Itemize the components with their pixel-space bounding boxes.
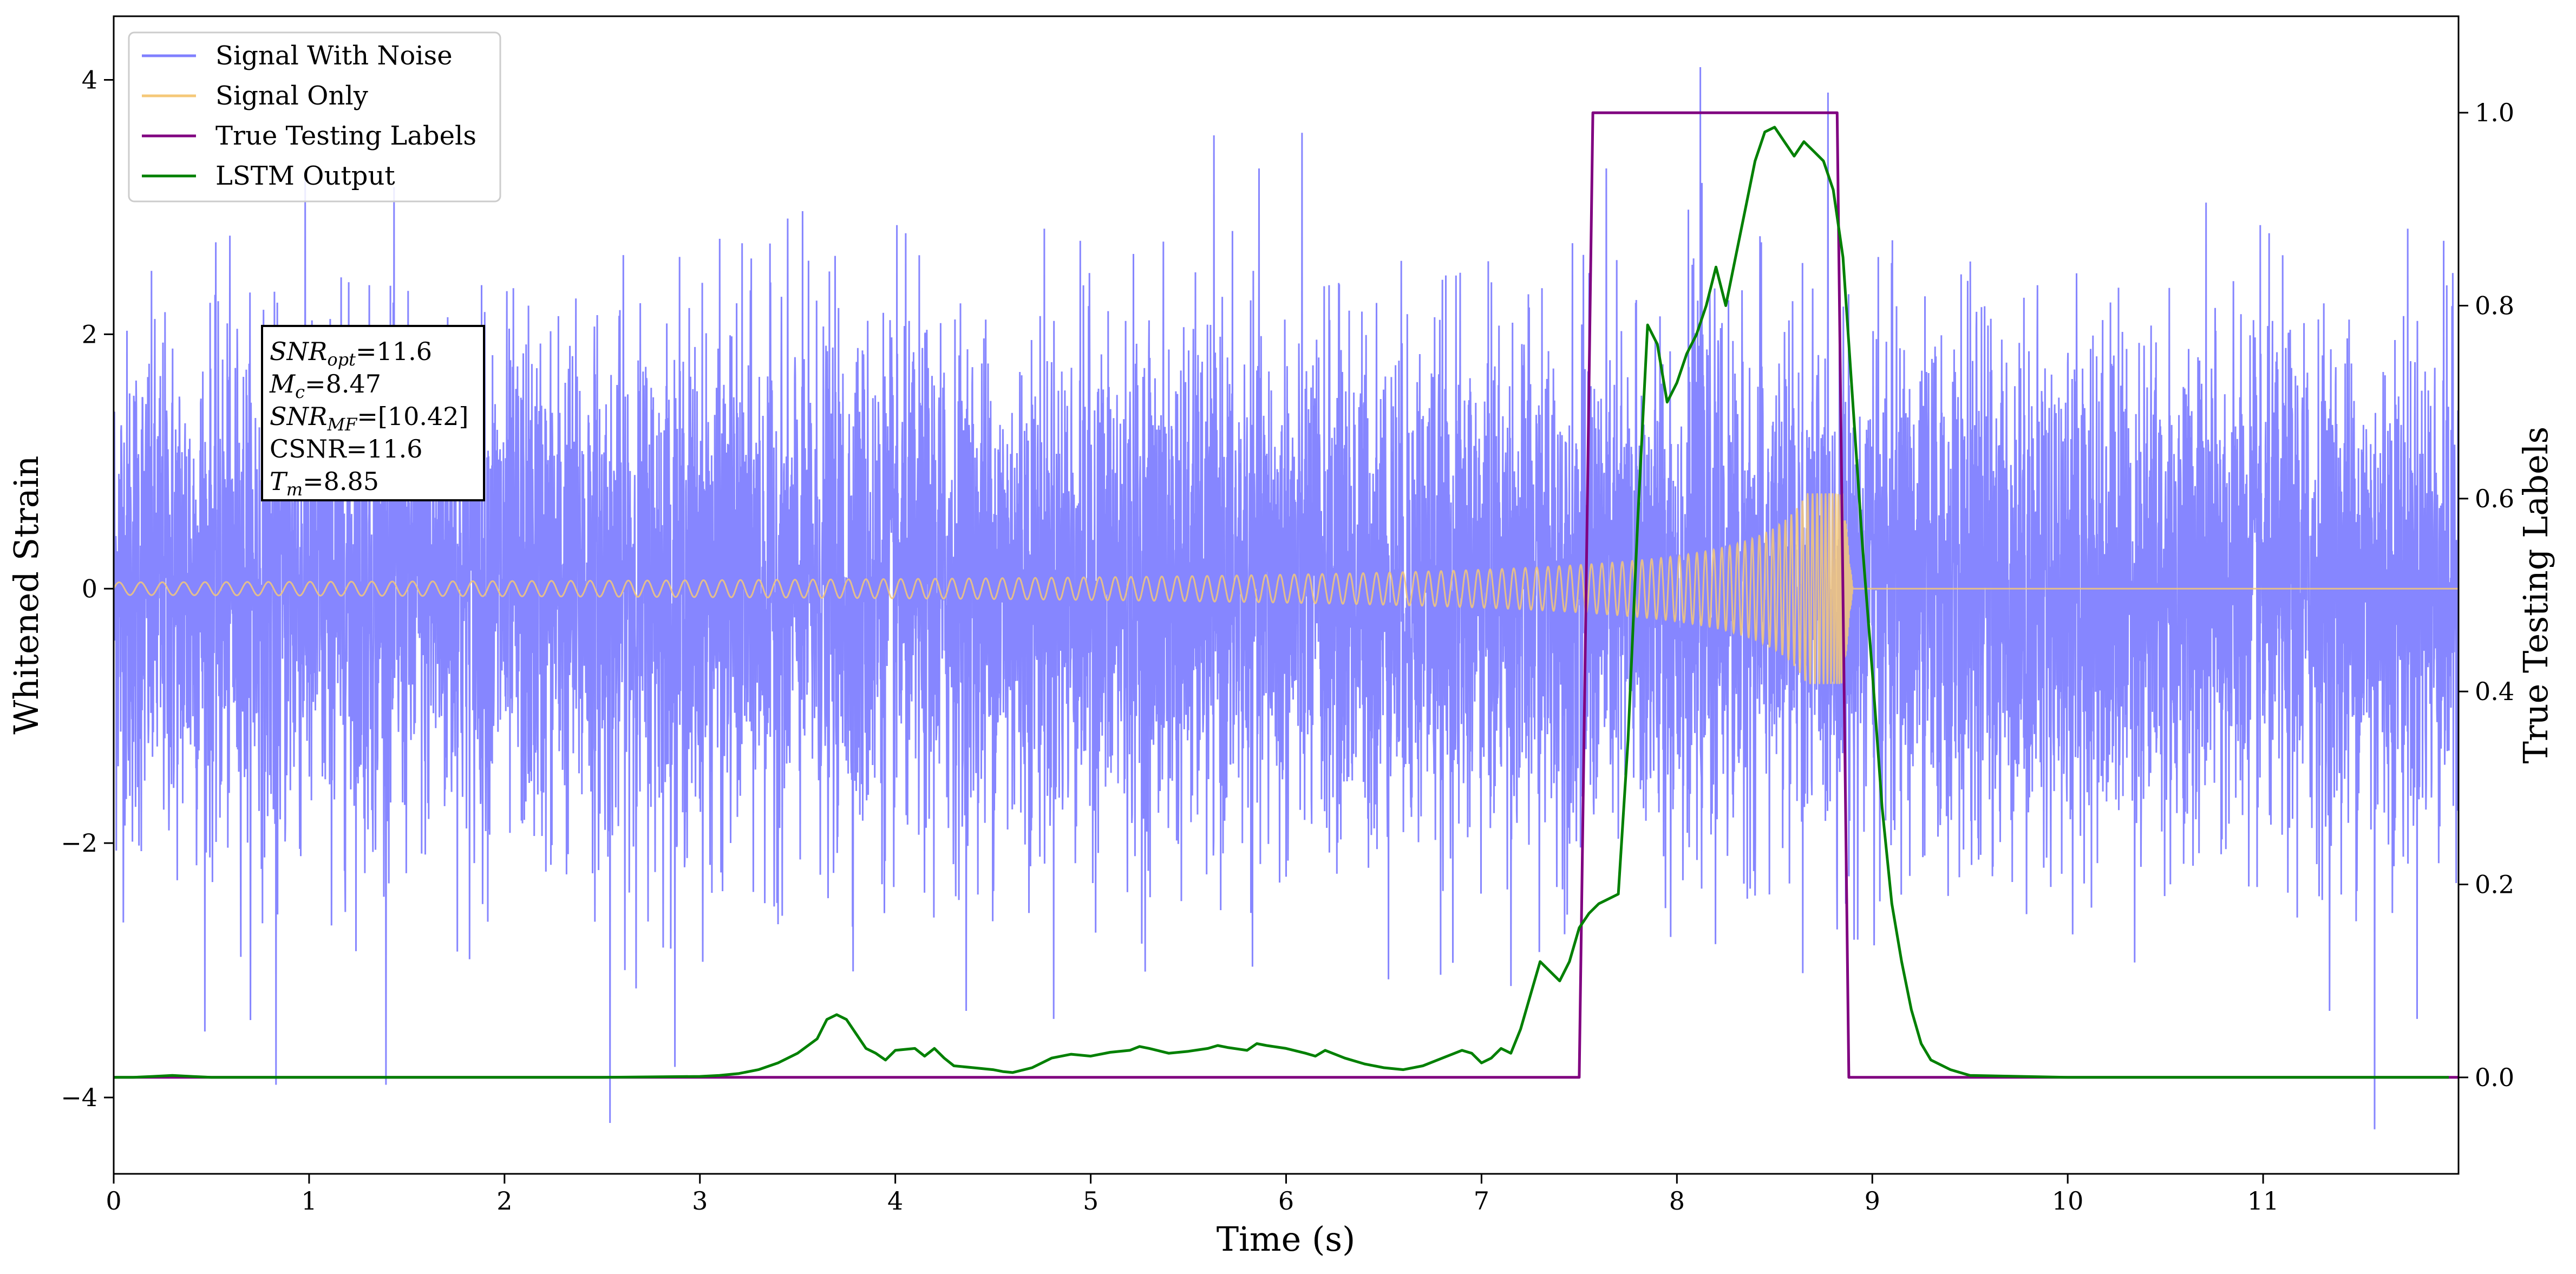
legend-label: True Testing Labels: [215, 121, 476, 151]
x-axis-title: Time (s): [1217, 1219, 1356, 1259]
annotation-box: [261, 325, 485, 501]
series-layer: [114, 67, 2459, 1129]
annotation-line: SNRopt=11.6: [270, 337, 432, 370]
y-right-tick-label: 0.6: [2475, 484, 2514, 513]
annotation-line: Mc=8.47: [269, 369, 381, 402]
annotation-line: CSNR=11.6: [270, 434, 423, 463]
legend: Signal With Noise Signal Only True Testing…: [128, 31, 501, 202]
series-signal-only: [114, 493, 2459, 684]
annotation-line: SNRMF=[10.42]: [270, 402, 469, 435]
x-axis: 0 1 2 3 4 5 6 7 8 9 10 11: [106, 1174, 2279, 1216]
y-axis-right: 0.0 0.2 0.4 0.6 0.8 1.0: [2459, 98, 2514, 1092]
x-tick-label: 1: [301, 1186, 317, 1216]
y-right-tick-label: 0.4: [2475, 677, 2514, 706]
y-left-tick-label: 2: [82, 319, 97, 349]
y-right-tick-label: 0.2: [2475, 870, 2514, 899]
x-tick-label: 2: [496, 1186, 512, 1216]
x-tick-label: 9: [1865, 1186, 1880, 1216]
annotation-line: Tm=8.85: [270, 467, 379, 500]
stats-annotation: SNRopt=11.6Mc=8.47SNRMF=[10.42]CSNR=11.6…: [261, 325, 485, 501]
y-left-tick-label: 4: [82, 65, 97, 94]
y-left-tick-label: −4: [61, 1083, 97, 1112]
y-right-tick-label: 0.0: [2475, 1063, 2514, 1092]
x-tick-label: 10: [2052, 1186, 2084, 1216]
x-tick-label: 8: [1669, 1186, 1685, 1216]
x-tick-label: 0: [106, 1186, 121, 1216]
y-right-tick-label: 1.0: [2475, 98, 2514, 127]
series-signal-with-noise: [114, 67, 2459, 1129]
x-tick-label: 6: [1278, 1186, 1294, 1216]
x-tick-label: 3: [692, 1186, 708, 1216]
legend-label: Signal With Noise: [215, 41, 453, 71]
legend-label: LSTM Output: [215, 161, 395, 191]
y-right-tick-label: 0.8: [2475, 291, 2514, 321]
x-tick-label: 4: [887, 1186, 903, 1216]
series-true-testing-labels: [114, 111, 2459, 1079]
legend-label: Signal Only: [215, 81, 368, 111]
x-tick-label: 5: [1083, 1186, 1099, 1216]
y-axis-left: −4 −2 0 2 4: [61, 65, 114, 1112]
y-axis-left-title: Whitened Strain: [6, 456, 46, 735]
y-left-tick-label: −2: [61, 828, 97, 858]
y-left-tick-label: 0: [82, 574, 97, 603]
series-lstm-output: [114, 126, 2449, 1079]
x-tick-label: 11: [2247, 1186, 2279, 1216]
y-axis-right-title: True Testing Labels: [2516, 427, 2555, 764]
legend-box: [128, 31, 501, 202]
x-tick-label: 7: [1474, 1186, 1489, 1216]
